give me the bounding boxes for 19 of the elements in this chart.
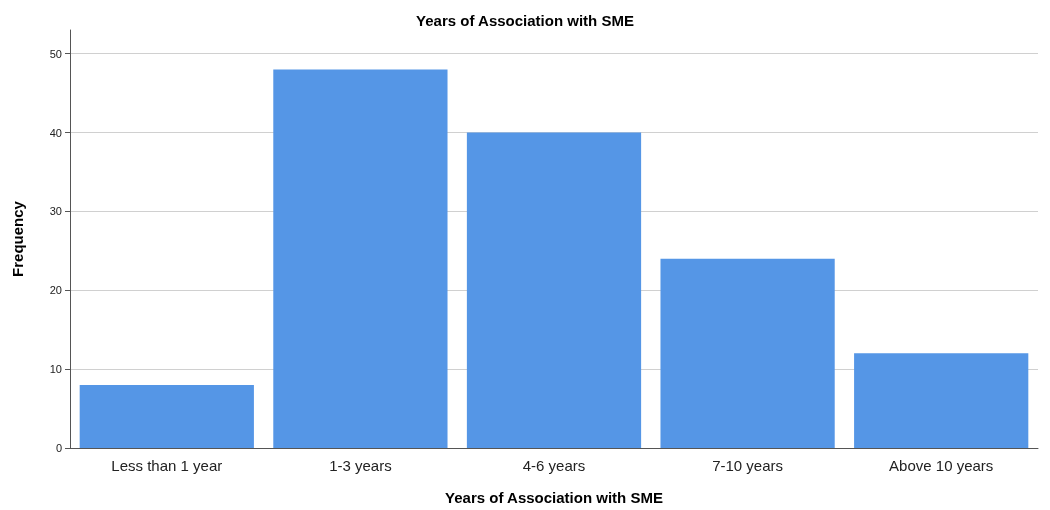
x-tick-label: 7-10 years (712, 457, 784, 474)
x-axis-title: Years of Association with SME (445, 489, 663, 506)
y-tick-label: 40 (49, 126, 62, 139)
x-tick-label: 1-3 years (329, 457, 392, 474)
bar (854, 353, 1029, 448)
x-tick-label: Less than 1 year (111, 457, 223, 474)
y-tick-label: 30 (49, 205, 62, 218)
bar (79, 384, 254, 448)
y-tick-label: 20 (49, 284, 62, 297)
bar (466, 132, 642, 448)
x-tick-label: 4-6 years (522, 457, 586, 474)
y-tick-label: 0 (55, 442, 62, 454)
bar (660, 258, 835, 448)
bar (273, 69, 448, 448)
y-tick-label: 10 (49, 363, 62, 376)
y-tick-label: 50 (49, 47, 62, 60)
y-axis-title: Frequency (9, 200, 26, 277)
x-tick-label: Above 10 years (889, 457, 994, 474)
chart-title: Years of Association with SME (416, 12, 634, 29)
